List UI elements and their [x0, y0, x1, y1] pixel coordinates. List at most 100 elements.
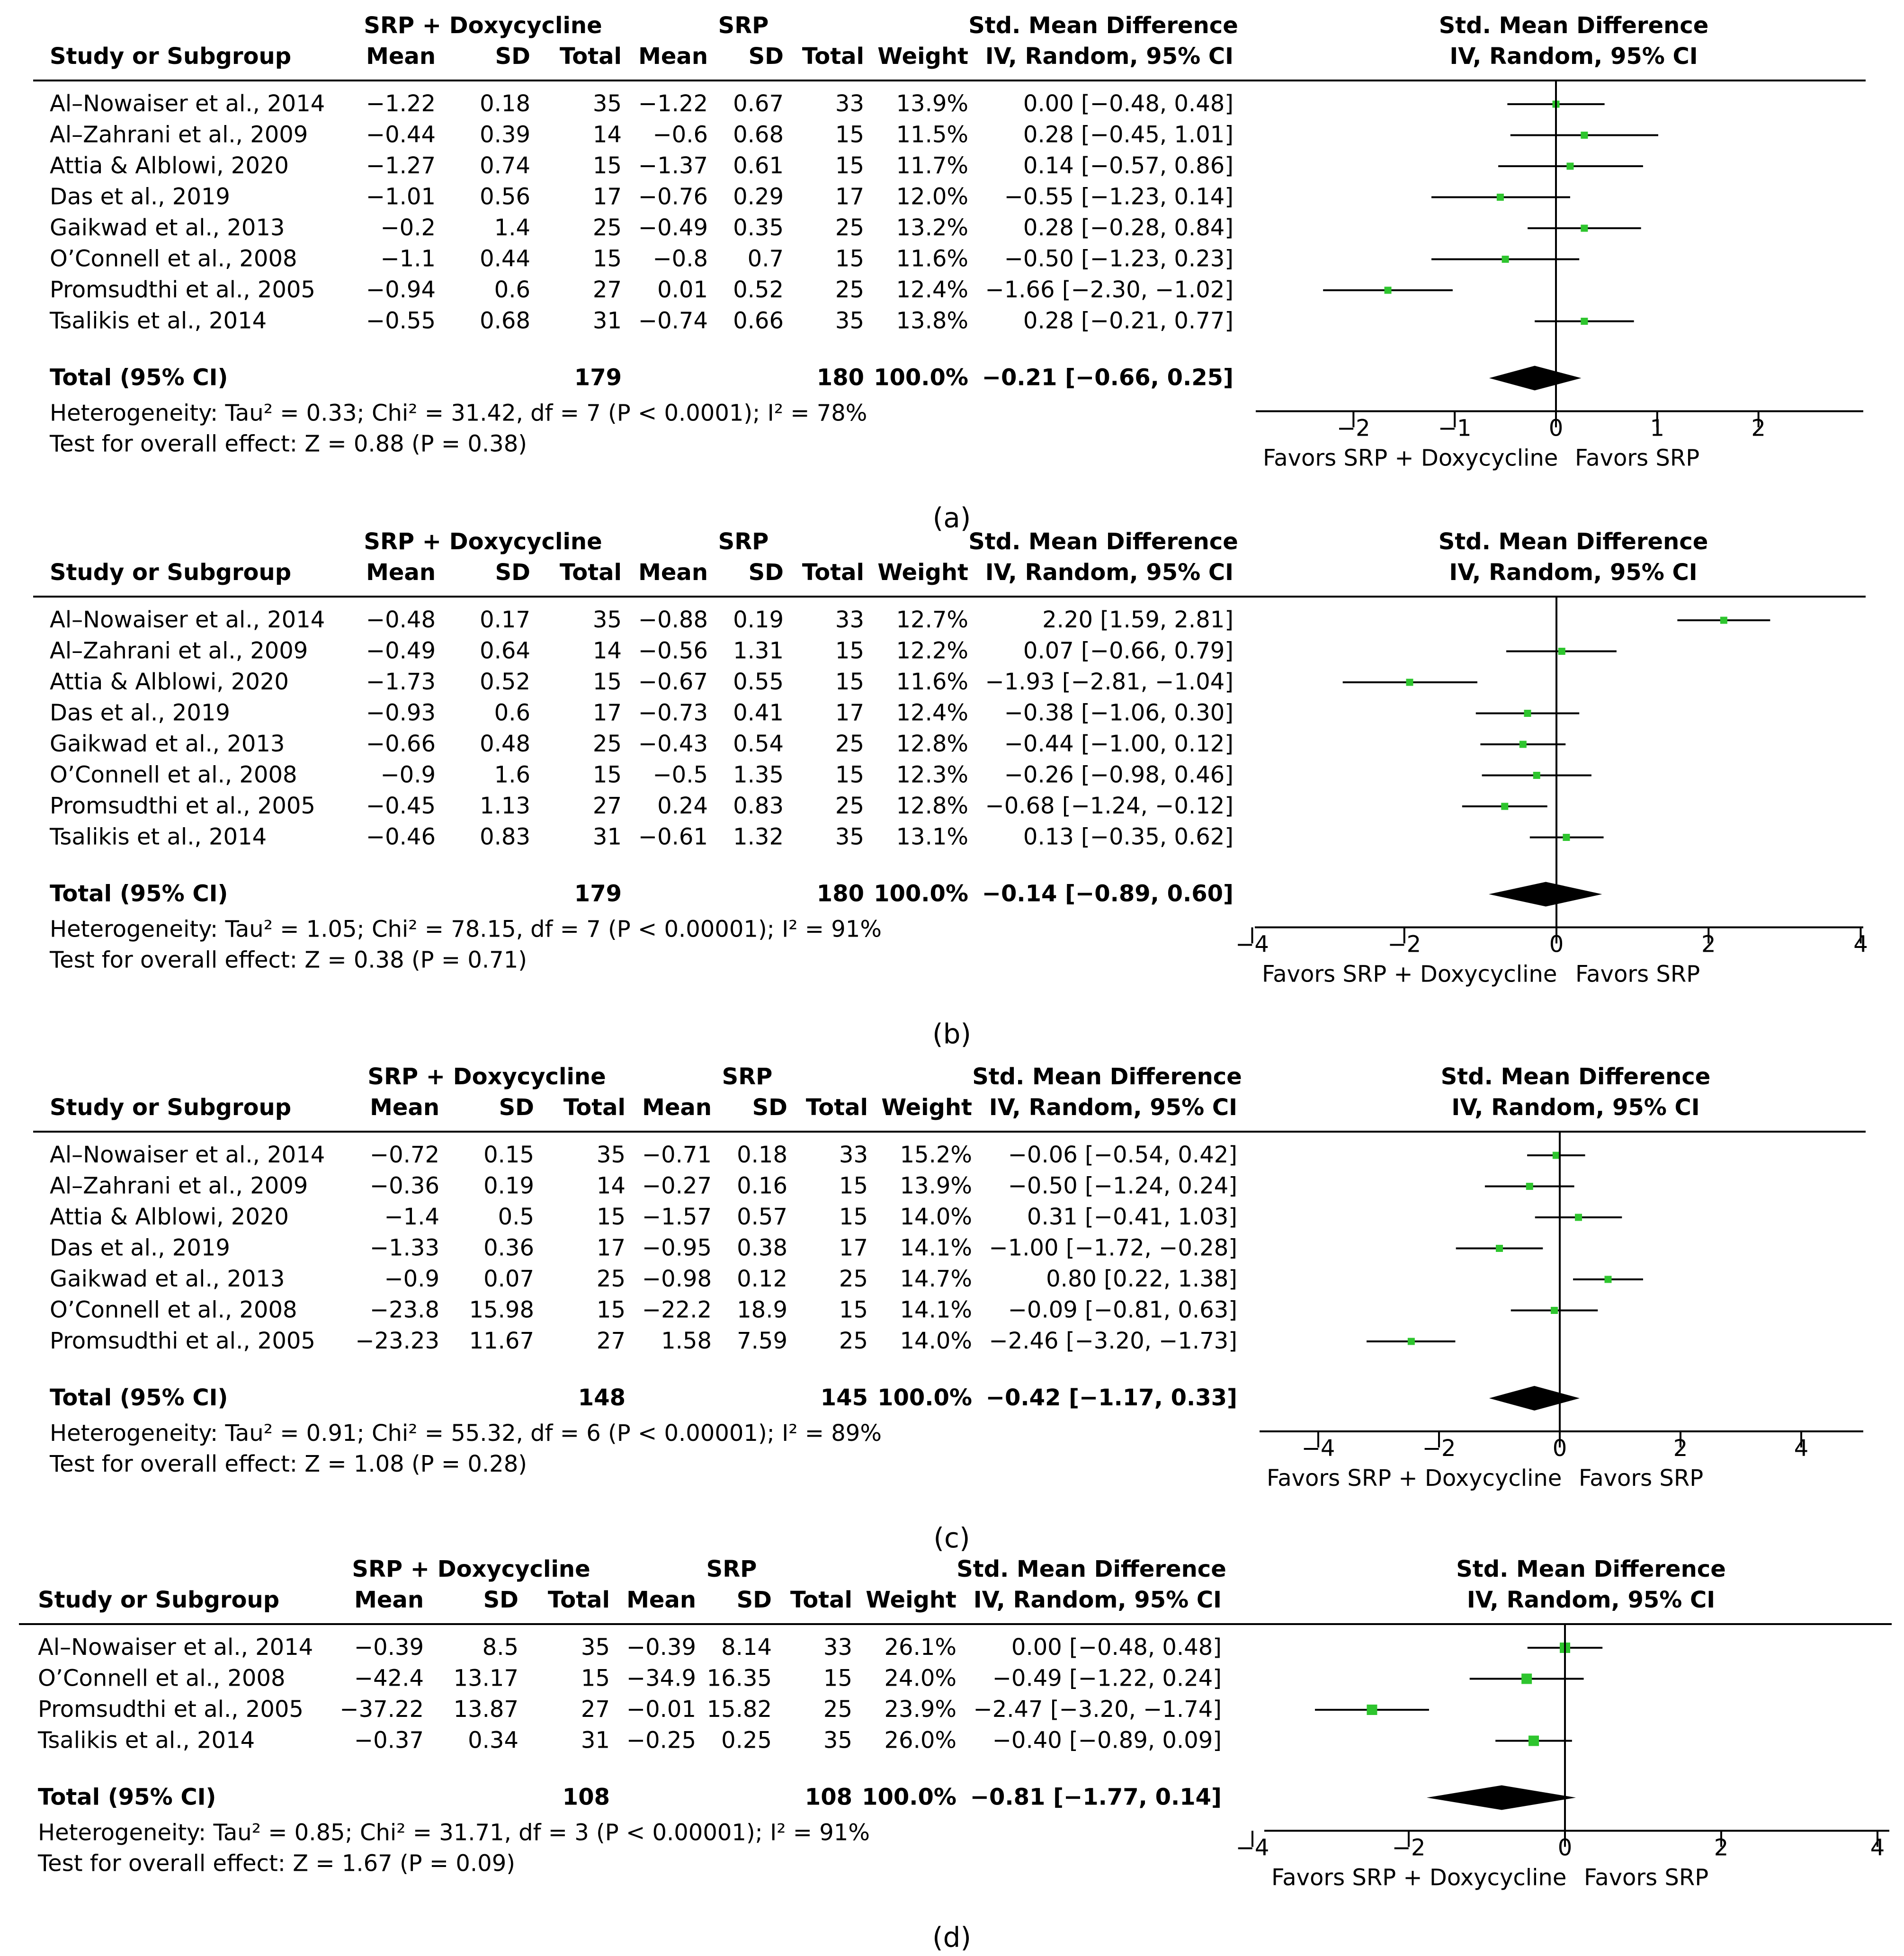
effect-marker — [1502, 256, 1509, 263]
effect-marker — [1526, 1183, 1533, 1190]
effect-marker — [1407, 1338, 1415, 1345]
total-2: 15 — [839, 1297, 868, 1323]
sd-1: 0.48 — [480, 731, 530, 757]
study-name: Das et al., 2019 — [50, 1235, 230, 1261]
mean-2: −22.2 — [642, 1297, 712, 1323]
header-effect-plot: Std. Mean Difference — [1456, 1556, 1726, 1582]
total-label: Total (95% CI) — [50, 365, 228, 391]
sd-1: 0.6 — [494, 277, 530, 303]
panel-label: (c) — [933, 1522, 970, 1554]
mean-2: −0.25 — [626, 1727, 696, 1754]
effect-marker — [1581, 318, 1588, 325]
ci-text: 0.00 [−0.48, 0.48] — [1023, 90, 1234, 117]
effect-marker — [1529, 1735, 1539, 1746]
total-1: 14 — [593, 638, 622, 664]
sd-2: 7.59 — [737, 1328, 787, 1354]
sd-2: 0.55 — [733, 669, 784, 695]
weight: 11.6% — [896, 246, 968, 272]
total-1: 35 — [593, 90, 622, 117]
total-1: 15 — [597, 1297, 626, 1323]
total-2: 25 — [839, 1328, 868, 1354]
overall-effect-text: Test for overall effect: Z = 0.88 (P = 0… — [49, 431, 527, 457]
header-method-table: IV, Random, 95% CI — [989, 1094, 1237, 1121]
total-weight: 100.0% — [877, 1384, 972, 1411]
ci-text: −0.26 [−0.98, 0.46] — [1004, 762, 1234, 788]
study-name: O’Connell et al., 2008 — [50, 1297, 297, 1323]
ci-text: 0.31 [−0.41, 1.03] — [1027, 1204, 1237, 1230]
summary-diamond — [1489, 882, 1602, 907]
panel-label: (a) — [933, 502, 971, 534]
total-1: 17 — [597, 1235, 626, 1261]
sd-2: 0.12 — [737, 1266, 787, 1292]
sd-1: 0.39 — [480, 122, 530, 148]
weight: 14.1% — [900, 1235, 972, 1261]
sd-1: 0.64 — [480, 638, 530, 664]
header-effect-plot: Std. Mean Difference — [1441, 1063, 1711, 1090]
total-1: 15 — [597, 1204, 626, 1230]
total-2: 15 — [835, 152, 864, 179]
weight: 12.0% — [896, 184, 968, 210]
header-method-table: IV, Random, 95% CI — [985, 559, 1234, 586]
ci-text: −0.09 [−0.81, 0.63] — [1008, 1297, 1237, 1323]
total-n1: 179 — [574, 365, 622, 391]
sd-2: 18.9 — [737, 1297, 787, 1323]
sd-1: 0.44 — [480, 246, 530, 272]
weight: 12.8% — [896, 731, 968, 757]
sd-1: 0.19 — [483, 1173, 534, 1199]
mean-1: −0.45 — [366, 793, 436, 819]
mean-1: −0.37 — [354, 1727, 424, 1754]
weight: 11.5% — [896, 122, 968, 148]
mean-1: −0.72 — [370, 1142, 439, 1168]
sd-2: 0.25 — [721, 1727, 772, 1754]
total-1: 15 — [593, 246, 622, 272]
total-2: 25 — [835, 214, 864, 241]
mean-1: −0.2 — [380, 214, 436, 241]
effect-marker — [1384, 286, 1392, 294]
total-2: 17 — [839, 1235, 868, 1261]
header-total-1: Total — [560, 559, 622, 586]
study-name: Promsudthi et al., 2005 — [50, 1328, 315, 1354]
mean-1: −0.44 — [366, 122, 436, 148]
study-name: Gaikwad et al., 2013 — [50, 731, 285, 757]
mean-2: −0.27 — [642, 1173, 712, 1199]
total-2: 17 — [835, 184, 864, 210]
mean-2: −0.98 — [642, 1266, 712, 1292]
x-tick-label: −2 — [1337, 415, 1370, 442]
sd-1: 0.56 — [480, 184, 530, 210]
study-name: Attia & Alblowi, 2020 — [50, 669, 289, 695]
header-mean-1: Mean — [354, 1587, 424, 1613]
x-tick-label: −4 — [1235, 931, 1269, 958]
sd-2: 0.19 — [733, 607, 784, 633]
overall-effect-text: Test for overall effect: Z = 1.67 (P = 0… — [37, 1850, 515, 1877]
mean-2: −0.39 — [626, 1634, 696, 1661]
ci-text: 0.07 [−0.66, 0.79] — [1023, 638, 1234, 664]
total-1: 15 — [593, 762, 622, 788]
mean-2: 0.24 — [657, 793, 708, 819]
total-1: 31 — [593, 308, 622, 334]
mean-2: −0.73 — [638, 700, 708, 726]
total-ci-text: −0.42 [−1.17, 0.33] — [986, 1384, 1237, 1411]
total-label: Total (95% CI) — [50, 881, 228, 907]
total-2: 15 — [839, 1204, 868, 1230]
weight: 12.4% — [896, 700, 968, 726]
study-name: Gaikwad et al., 2013 — [50, 214, 285, 241]
heterogeneity-text: Heterogeneity: Tau² = 1.05; Chi² = 78.15… — [50, 916, 882, 943]
mean-1: −42.4 — [354, 1665, 424, 1692]
weight: 14.0% — [900, 1204, 972, 1230]
header-method-table: IV, Random, 95% CI — [985, 43, 1234, 70]
x-tick-label: 0 — [1549, 931, 1564, 958]
ci-text: −0.68 [−1.24, −0.12] — [985, 793, 1234, 819]
ci-text: −1.66 [−2.30, −1.02] — [985, 277, 1234, 303]
effect-marker — [1563, 834, 1570, 841]
study-name: Al–Zahrani et al., 2009 — [50, 122, 308, 148]
total-1: 14 — [597, 1173, 626, 1199]
weight: 12.3% — [896, 762, 968, 788]
mean-2: −34.9 — [626, 1665, 696, 1692]
weight: 14.0% — [900, 1328, 972, 1354]
study-name: O’Connell et al., 2008 — [50, 762, 297, 788]
ci-text: −1.93 [−2.81, −1.04] — [985, 669, 1234, 695]
header-sd-2: SD — [737, 1587, 772, 1613]
x-tick-label: 2 — [1751, 415, 1766, 442]
sd-2: 0.68 — [733, 122, 784, 148]
